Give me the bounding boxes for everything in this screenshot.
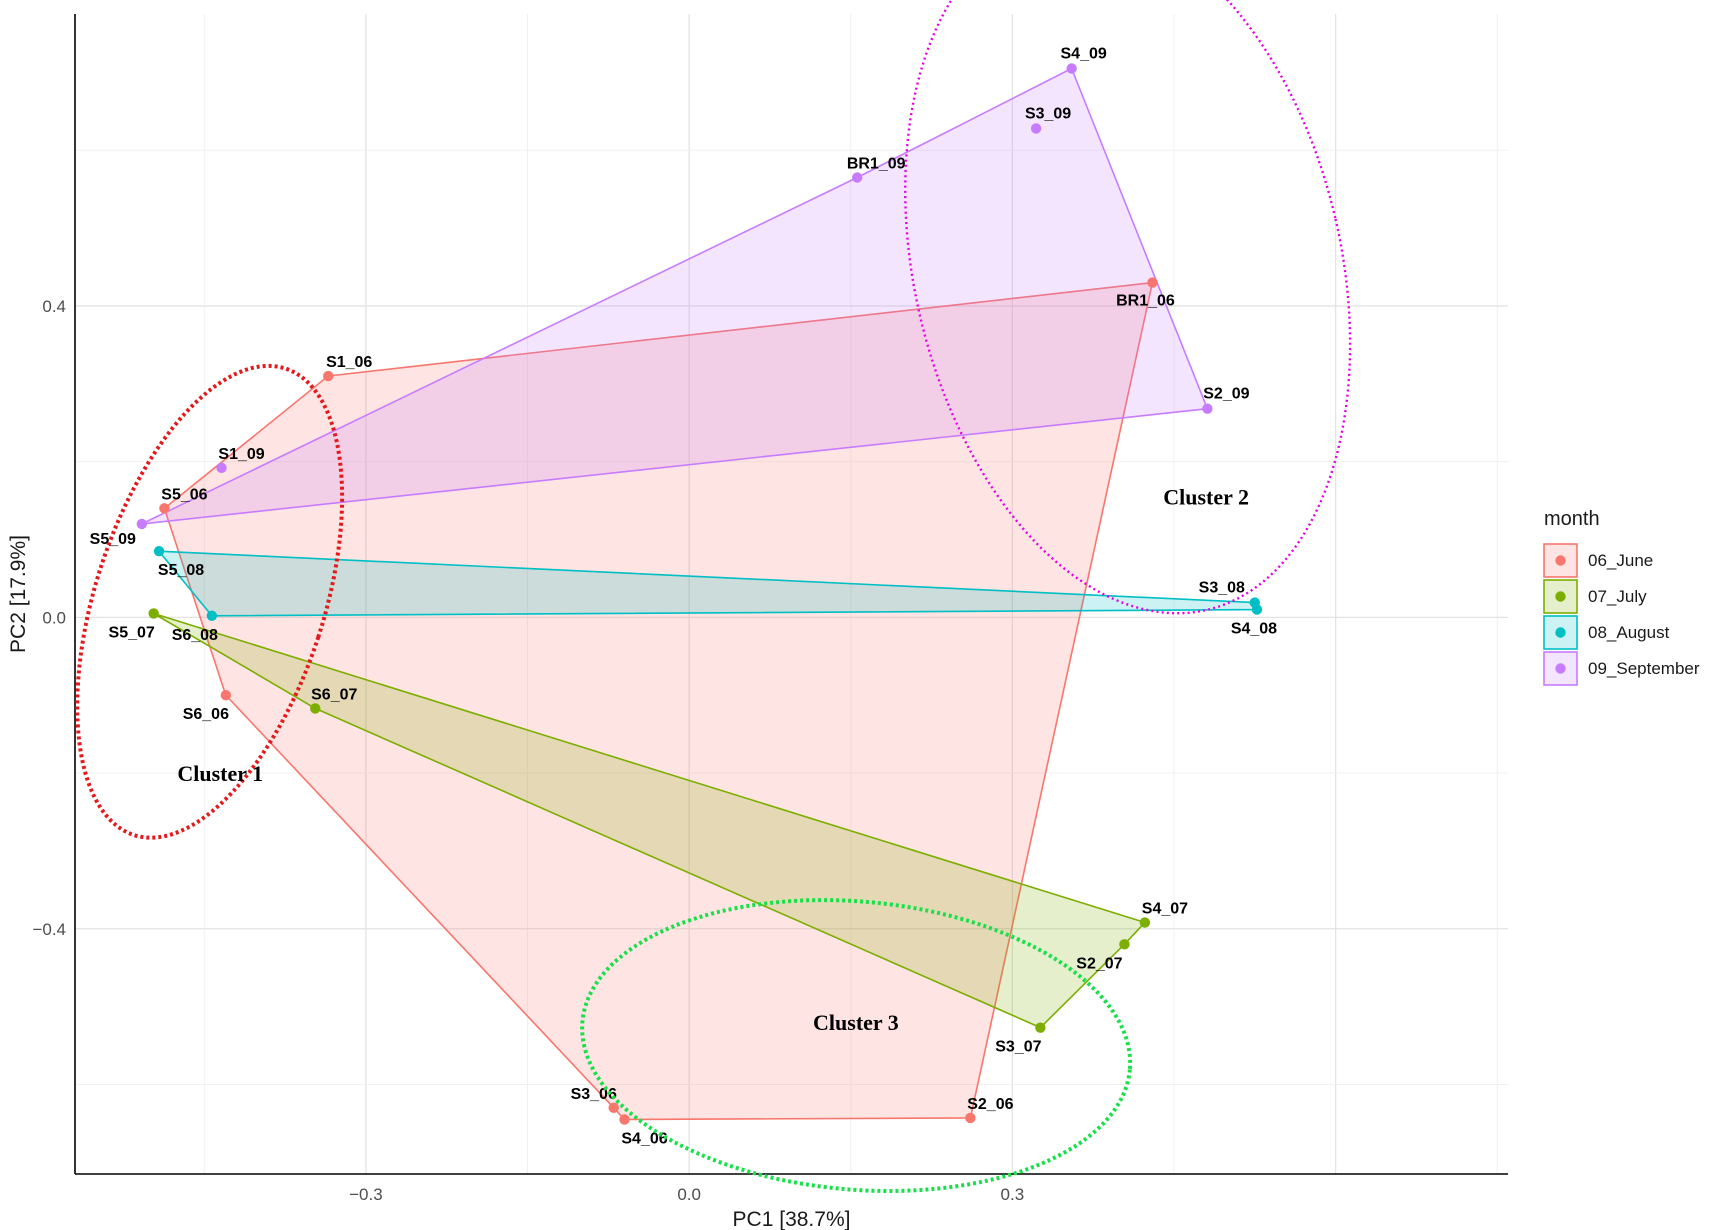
point-label-S6_07: S6_07 <box>311 686 357 703</box>
point-label-S3_06: S3_06 <box>571 1086 617 1103</box>
point-S1_06 <box>322 370 334 382</box>
ellipse-cluster-1 <box>75 363 345 840</box>
point-S4_09 <box>1066 63 1077 74</box>
point-label-S5_09: S5_09 <box>90 531 136 548</box>
legend: month 06_June 07_July 08_August 09_September <box>1543 508 1700 686</box>
cluster-annotations-layer: Cluster 1 Cluster 2 Cluster 3 <box>177 484 1249 1035</box>
legend-label-08_August: 08_August <box>1588 623 1670 642</box>
legend-title: month <box>1544 508 1600 530</box>
legend-label-07_July: 07_July <box>1588 587 1647 606</box>
y-axis-title: PC2 [17.9%] <box>7 535 30 653</box>
point-label-S3_09: S3_09 <box>1025 105 1071 122</box>
point-S5_09 <box>136 518 148 530</box>
legend-label-09_September: 09_September <box>1588 659 1700 678</box>
grid-layer <box>75 14 1508 1174</box>
point-label-S6_06: S6_06 <box>183 706 229 723</box>
point-label-S4_09: S4_09 <box>1061 45 1107 62</box>
point-S3_07 <box>1035 1022 1046 1033</box>
point-label-S3_07: S3_07 <box>995 1039 1041 1056</box>
point-S4_06 <box>619 1114 630 1125</box>
point-label-S4_08: S4_08 <box>1231 621 1277 638</box>
ellipse-cluster-2 <box>904 0 1352 615</box>
legend-label-06_June: 06_June <box>1588 551 1653 570</box>
x-tick-label: 0.3 <box>1001 1185 1025 1204</box>
point-S6_08 <box>206 610 218 621</box>
hull-06_June <box>163 281 1154 1121</box>
annotation-cluster-3: Cluster 3 <box>813 1010 899 1035</box>
x-axis-title: PC1 [38.7%] <box>733 1208 851 1230</box>
point-labels-layer: S1_06 S5_06 S6_06 S3_06 S4_06 S2_06 BR1_06 S5_0… <box>90 45 1278 1147</box>
point-label-BR1_09: BR1_09 <box>847 155 906 172</box>
point-S4_08 <box>1251 604 1263 615</box>
point-label-S2_09: S2_09 <box>1203 386 1249 403</box>
point-BR1_06 <box>1147 277 1158 288</box>
legend-dot-09_September <box>1555 663 1566 674</box>
point-label-S5_07: S5_07 <box>109 624 155 641</box>
point-label-S4_06: S4_06 <box>621 1131 667 1148</box>
hull-07_July <box>152 612 1146 1029</box>
legend-dot-08_August <box>1555 627 1566 638</box>
point-label-S2_06: S2_06 <box>967 1096 1013 1113</box>
point-label-S2_07: S2_07 <box>1076 955 1122 972</box>
points-layer <box>136 63 1263 1125</box>
point-S2_07 <box>1119 939 1130 950</box>
annotation-cluster-1: Cluster 1 <box>177 761 263 786</box>
point-S5_08 <box>153 545 165 557</box>
point-S3_09 <box>1030 123 1042 134</box>
hull-layer <box>141 67 1258 1121</box>
point-label-S4_07: S4_07 <box>1142 901 1188 918</box>
annotation-cluster-2: Cluster 2 <box>1163 484 1249 509</box>
point-label-BR1_06: BR1_06 <box>1116 293 1175 310</box>
point-label-S1_06: S1_06 <box>326 354 372 371</box>
x-tick-label: −0.3 <box>349 1185 383 1204</box>
point-BR1_09 <box>852 172 863 183</box>
point-S1_09 <box>216 462 227 474</box>
point-label-S5_06: S5_06 <box>161 486 207 503</box>
legend-dot-06_June <box>1555 555 1566 566</box>
point-label-S5_08: S5_08 <box>158 562 204 579</box>
point-label-S3_08: S3_08 <box>1199 580 1245 597</box>
point-S2_06 <box>965 1112 976 1124</box>
point-S2_09 <box>1202 403 1213 414</box>
x-tick-label: 0.0 <box>677 1185 701 1204</box>
y-tick-label: 0.4 <box>42 297 66 316</box>
point-S3_06 <box>608 1102 619 1114</box>
point-S6_07 <box>310 703 321 714</box>
point-S5_06 <box>159 503 170 514</box>
point-S4_07 <box>1139 917 1151 928</box>
y-tick-label: −0.4 <box>32 920 66 939</box>
axis-layer: −0.3 0.0 0.3 −0.4 0.0 0.4 <box>32 14 1508 1204</box>
point-label-S1_09: S1_09 <box>218 446 264 463</box>
legend-dot-07_July <box>1555 591 1566 602</box>
point-S5_07 <box>148 608 159 619</box>
y-tick-label: 0.0 <box>42 608 66 627</box>
point-S6_06 <box>220 690 232 701</box>
point-label-S6_08: S6_08 <box>172 627 218 644</box>
